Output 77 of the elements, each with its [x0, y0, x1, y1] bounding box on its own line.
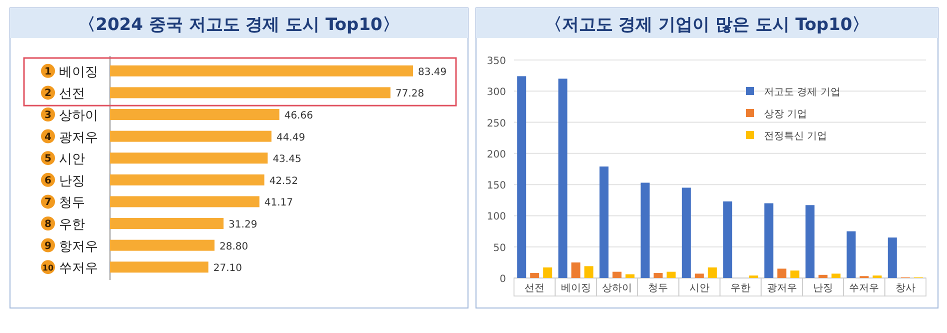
x-tick-label: 베이징	[560, 283, 591, 294]
bar	[110, 65, 413, 76]
bar	[764, 203, 774, 278]
legend-label: 저고도 경제 기업	[764, 87, 840, 98]
bar	[571, 262, 580, 278]
bar	[110, 152, 268, 164]
bar	[806, 205, 814, 278]
y-tick-label: 0	[500, 274, 506, 285]
y-tick-label: 3 상하이	[44, 108, 98, 124]
bar	[110, 240, 215, 251]
data-label: 31.29	[228, 220, 258, 230]
x-tick-label: 상하이	[602, 283, 632, 294]
bar	[543, 267, 552, 278]
x-tick-label: 창사	[895, 283, 916, 294]
y-tick-label: 10 쑤저우	[42, 261, 98, 276]
bar	[818, 274, 828, 278]
chart-title: 〈2024 중국 저고도 경제 도시 Top10〉	[78, 15, 400, 35]
bar	[888, 238, 897, 278]
data-label: 77.28	[395, 88, 424, 100]
y-tick-label: 300	[486, 87, 506, 98]
y-tick-label: 50	[493, 242, 506, 254]
bar	[640, 182, 650, 278]
bar	[110, 174, 264, 186]
bar	[600, 166, 608, 278]
legend-label: 상장 기업	[764, 109, 808, 120]
bar	[626, 274, 634, 278]
y-tick-label: 1 베이징	[44, 64, 98, 80]
bar	[110, 109, 280, 120]
bar	[584, 266, 594, 278]
y-tick-label: 5 시안	[44, 152, 85, 168]
data-label: 46.66	[284, 110, 313, 122]
bar	[846, 231, 856, 278]
bar	[110, 196, 260, 208]
chart-title: 〈저고도 경제 기업이 많은 도시 Top10〉	[544, 15, 870, 35]
y-tick-label: 6 난징	[44, 174, 85, 189]
y-tick-label: 350	[486, 56, 506, 67]
y-tick-label: 250	[486, 118, 506, 130]
legend-label: 전정특신 기업	[764, 131, 828, 142]
bar	[832, 274, 840, 278]
x-tick-label: 쑤저우	[849, 283, 880, 294]
bar	[110, 218, 224, 229]
y-tick-label: 150	[486, 180, 506, 192]
data-label: 43.45	[272, 154, 302, 166]
x-tick-label: 광저우	[766, 283, 797, 294]
y-tick-label: 9 항저우	[44, 239, 98, 254]
y-tick-label: 7 청두	[44, 196, 85, 211]
bar	[612, 272, 622, 278]
bar	[558, 78, 568, 278]
bar	[530, 273, 540, 278]
data-label: 83.49	[418, 66, 447, 78]
data-label: 44.49	[276, 132, 306, 144]
data-label: 27.10	[213, 263, 242, 274]
y-tick-label: 2 선전	[44, 86, 85, 102]
data-label: 41.17	[264, 198, 294, 209]
y-tick-label: 100	[486, 212, 506, 223]
bar	[682, 188, 691, 278]
bar	[790, 270, 800, 278]
data-label: 28.80	[220, 241, 248, 252]
bar	[777, 268, 786, 278]
y-tick-label: 8 우한	[44, 218, 85, 232]
x-tick-label: 청두	[648, 283, 668, 294]
bar	[110, 87, 390, 98]
bar	[666, 272, 676, 278]
y-tick-label: 4 광저우	[44, 130, 98, 146]
bar	[110, 262, 208, 273]
bar	[708, 267, 717, 278]
x-tick-label: 난징	[813, 283, 833, 294]
x-tick-label: 우한	[730, 283, 751, 294]
data-label: 42.52	[269, 176, 298, 187]
bar	[110, 130, 272, 142]
bar	[723, 201, 732, 278]
y-tick-label: 200	[486, 149, 506, 160]
x-tick-label: 선전	[524, 283, 545, 294]
bar	[694, 274, 704, 278]
bar	[654, 273, 663, 278]
x-tick-label: 시안	[689, 283, 710, 294]
bar	[517, 76, 526, 278]
